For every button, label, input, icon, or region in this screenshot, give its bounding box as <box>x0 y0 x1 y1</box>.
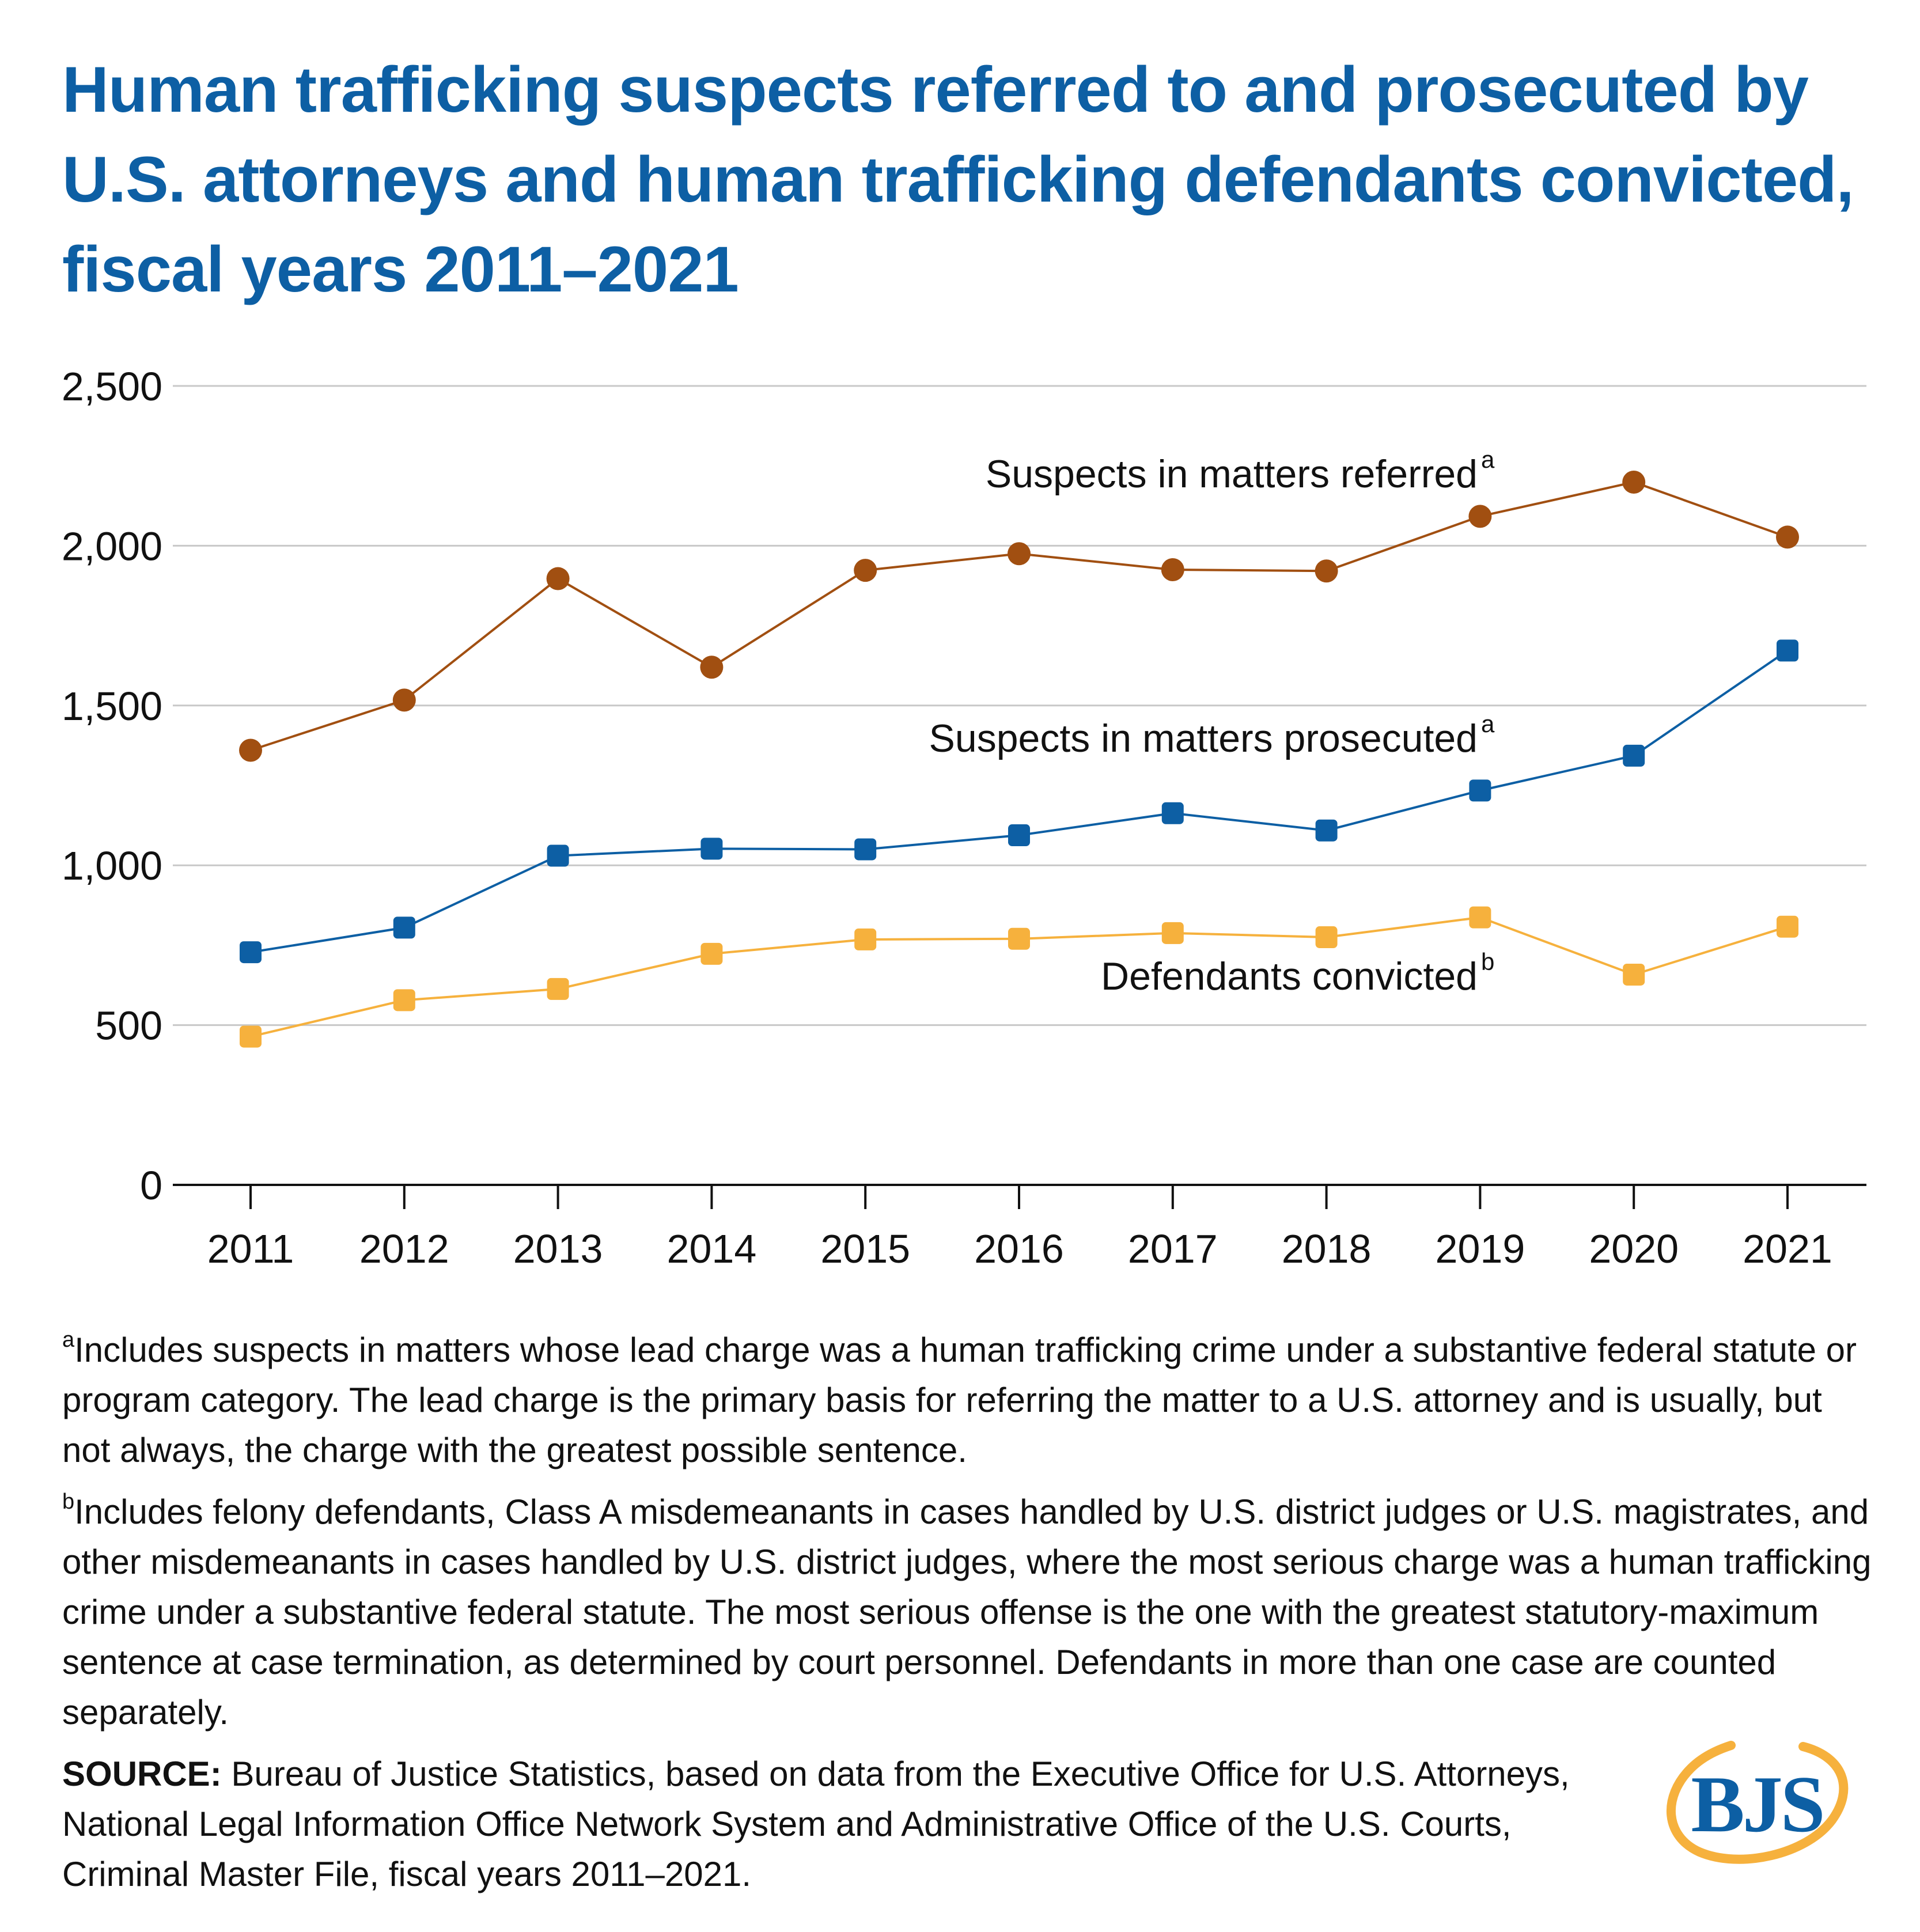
logo-ring-icon <box>1666 1741 1849 1864</box>
data-point <box>547 844 569 867</box>
x-tick-label: 2021 <box>1743 1226 1832 1267</box>
data-point <box>1161 802 1184 824</box>
x-tick-label: 2017 <box>1128 1226 1218 1267</box>
series-2 <box>240 639 1798 964</box>
source-text: Bureau of Justice Statistics, based on d… <box>62 1755 1570 1893</box>
data-point <box>1315 819 1338 842</box>
footnotes: aIncludes suspects in matters whose lead… <box>62 1325 1877 1911</box>
data-point <box>240 1025 262 1048</box>
x-tick-label: 2015 <box>820 1226 910 1267</box>
footnote-b-text: Includes felony defendants, Class A misd… <box>62 1492 1872 1732</box>
data-point <box>700 838 723 860</box>
footnote-b: bIncludes felony defendants, Class A mis… <box>62 1487 1877 1737</box>
series-label: Suspects in matters prosecuted <box>929 717 1478 760</box>
data-point <box>1469 779 1491 802</box>
data-point <box>1623 744 1645 767</box>
footnote-b-mark: b <box>62 1490 75 1514</box>
source-label: SOURCE: <box>62 1755 222 1793</box>
bjs-logo: BJS <box>1659 1734 1855 1872</box>
data-point <box>854 928 877 950</box>
data-point <box>393 916 415 939</box>
data-point <box>546 567 570 590</box>
data-point <box>1315 926 1338 949</box>
series-label: Defendants convicted <box>1101 954 1478 998</box>
data-point <box>700 656 724 679</box>
data-point <box>1469 906 1491 929</box>
y-tick-label: 500 <box>95 1003 162 1048</box>
data-point <box>1623 963 1645 986</box>
x-tick-label: 2012 <box>359 1226 449 1267</box>
data-point <box>1008 824 1030 847</box>
series-1 <box>239 470 1799 762</box>
x-tick-label: 2018 <box>1282 1226 1372 1267</box>
y-tick-label: 1,500 <box>62 684 162 729</box>
data-point <box>1315 559 1338 583</box>
series-line <box>250 480 1788 752</box>
data-point <box>1776 525 1799 549</box>
x-tick-label: 2014 <box>667 1226 757 1267</box>
y-tick-label: 0 <box>140 1163 162 1208</box>
data-point <box>392 688 416 712</box>
logo-text: BJS <box>1691 1760 1825 1849</box>
data-point <box>239 738 262 762</box>
series-label-mark: a <box>1481 710 1495 737</box>
data-point <box>547 978 569 1000</box>
y-tick-label: 1,000 <box>62 843 162 888</box>
series-line <box>250 649 1789 954</box>
data-point <box>240 941 262 964</box>
series-label: Suspects in matters referred <box>986 452 1478 496</box>
source-note: SOURCE: Bureau of Justice Statistics, ba… <box>62 1749 1618 1899</box>
data-point <box>1777 639 1798 662</box>
x-tick-label: 2013 <box>513 1226 603 1267</box>
data-point <box>1161 922 1184 944</box>
gridlines: 0 500 1,000 1,500 2,000 2,500 <box>62 364 1866 1208</box>
series-label-mark: b <box>1481 948 1494 975</box>
x-tick-label: 2020 <box>1589 1226 1679 1267</box>
series-label-mark: a <box>1481 446 1495 473</box>
x-tick-label: 2016 <box>974 1226 1064 1267</box>
y-tick-label: 2,500 <box>62 364 162 409</box>
y-tick-label: 2,000 <box>62 524 162 569</box>
series-layer <box>239 470 1799 1048</box>
x-axis: 2011 2012 2013 2014 2015 2016 2017 2018 2019 2020… <box>173 1184 1866 1267</box>
x-tick-label: 2011 <box>207 1226 294 1267</box>
data-point <box>1468 505 1492 528</box>
data-point <box>854 559 877 582</box>
series-3 <box>240 906 1798 1048</box>
x-tick-label: 2019 <box>1436 1226 1525 1267</box>
chart-title: Human trafficking suspects referred to a… <box>62 54 1854 305</box>
data-point <box>1161 558 1184 582</box>
data-point <box>1008 542 1031 566</box>
footnote-a: aIncludes suspects in matters whose lead… <box>62 1325 1877 1475</box>
footnote-a-text: Includes suspects in matters whose lead … <box>62 1331 1857 1469</box>
data-point <box>700 942 723 965</box>
data-point <box>1777 915 1798 938</box>
data-point <box>1008 927 1030 950</box>
footnote-a-mark: a <box>62 1328 75 1352</box>
data-point <box>393 989 415 1012</box>
data-point <box>1622 470 1646 494</box>
data-point <box>854 838 877 861</box>
